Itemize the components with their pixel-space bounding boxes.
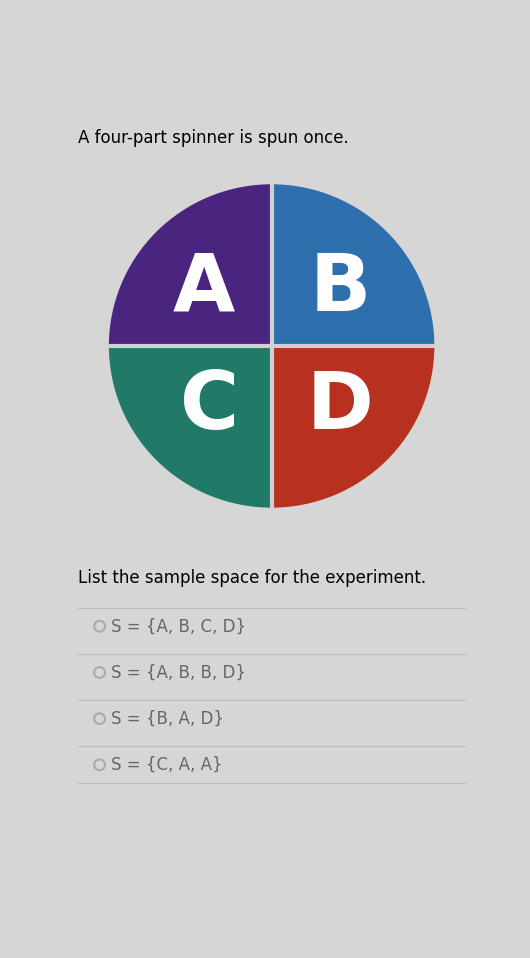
Text: A: A — [172, 250, 234, 329]
Wedge shape — [271, 184, 435, 346]
Text: D: D — [306, 369, 374, 446]
Wedge shape — [271, 346, 435, 508]
Text: B: B — [310, 250, 370, 329]
Text: A four-part spinner is spun once.: A four-part spinner is spun once. — [78, 128, 349, 147]
Wedge shape — [109, 184, 271, 346]
Text: List the sample space for the experiment.: List the sample space for the experiment… — [78, 569, 426, 587]
Wedge shape — [109, 346, 271, 508]
Text: S = {A, B, C, D}: S = {A, B, C, D} — [111, 617, 246, 635]
Text: C: C — [180, 369, 240, 446]
Text: S = {B, A, D}: S = {B, A, D} — [111, 710, 224, 728]
Text: S = {A, B, B, D}: S = {A, B, B, D} — [111, 664, 246, 681]
Text: S = {C, A, A}: S = {C, A, A} — [111, 756, 223, 774]
